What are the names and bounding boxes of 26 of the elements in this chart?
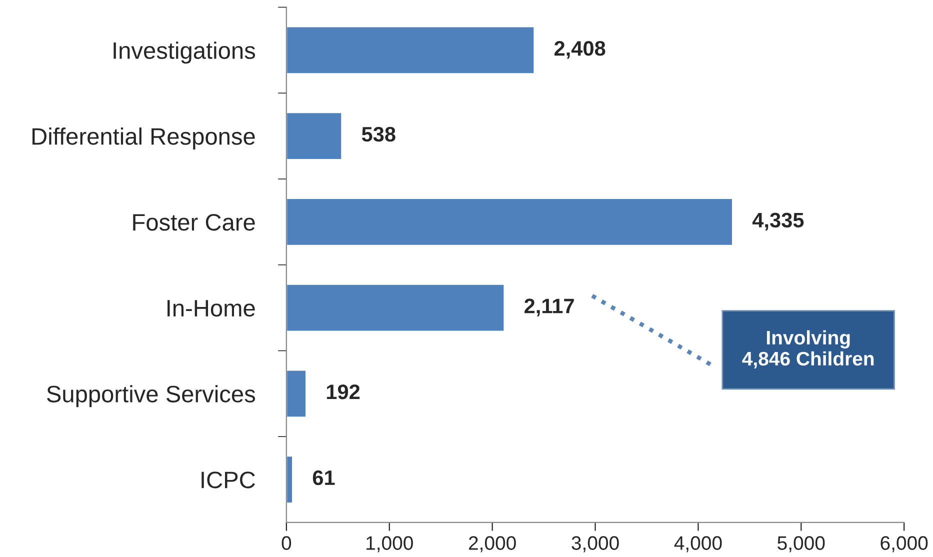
bar <box>286 198 734 246</box>
bar <box>286 283 506 332</box>
data-label: 2,117 <box>524 298 574 316</box>
x-tick-label: 2,000 <box>468 536 516 552</box>
y-tick-label: ICPC <box>202 472 255 488</box>
x-tick-label: 3,000 <box>572 536 619 552</box>
bar <box>286 26 536 74</box>
annotation: Involving 4,846 Children <box>742 330 874 368</box>
y-tick-label: Supportive Services <box>46 385 256 408</box>
bar <box>286 455 294 504</box>
x-tick-label: 4,000 <box>674 536 722 552</box>
y-tick-label: In-Home <box>168 300 255 317</box>
bar <box>286 112 343 160</box>
data-label: 4,335 <box>752 212 804 231</box>
data-label: 538 <box>362 126 396 142</box>
x-tick-label: 0 <box>282 536 292 550</box>
data-label: 61 <box>312 470 335 486</box>
data-label: 2,408 <box>554 41 606 59</box>
x-tick-label: 5,000 <box>778 536 825 552</box>
x-tick-label: 6,000 <box>880 536 928 552</box>
bar <box>286 369 307 418</box>
y-tick-label: Differential Response <box>32 127 255 150</box>
y-tick-label: Foster Care <box>133 214 255 231</box>
y-tick-label: Investigations <box>114 42 256 64</box>
x-tick-label: 1,000 <box>366 536 413 552</box>
data-label: 192 <box>326 384 360 400</box>
